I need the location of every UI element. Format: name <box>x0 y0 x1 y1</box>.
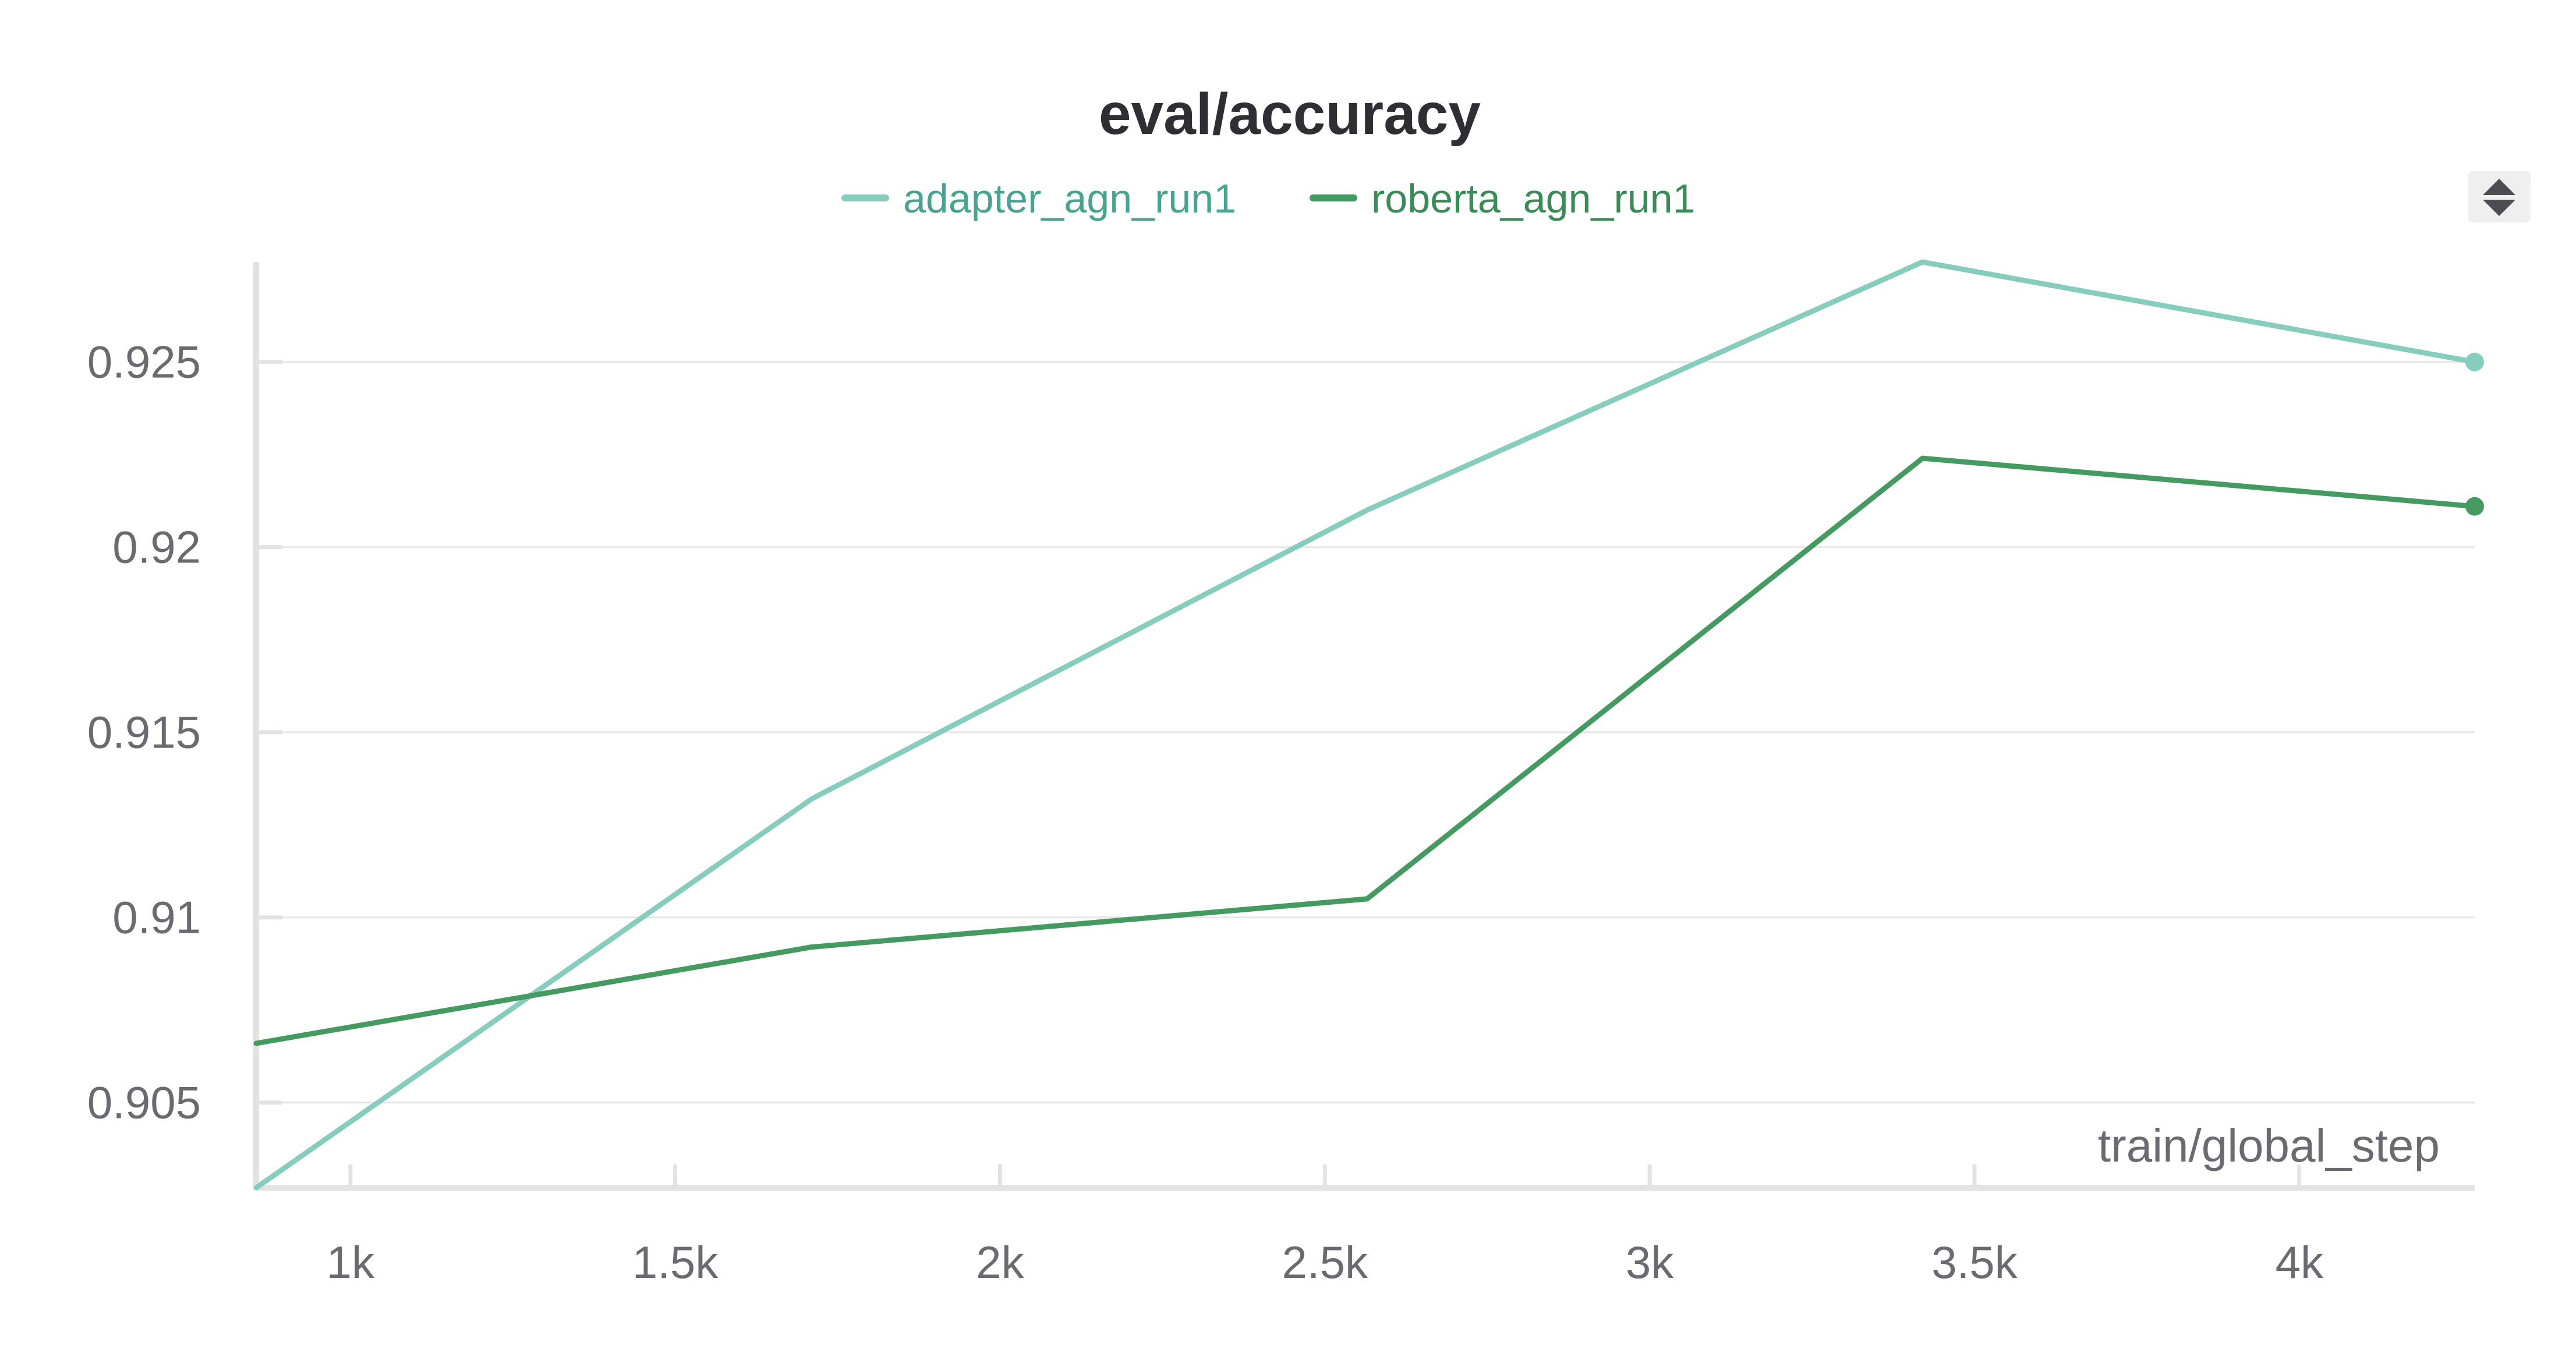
chart-title: eval/accuracy <box>1099 82 1481 147</box>
x-tick-label: 3.5k <box>1931 1237 2018 1288</box>
x-tick-label: 1k <box>327 1237 375 1288</box>
x-tick-label: 2k <box>976 1237 1024 1288</box>
y-tick-label: 0.91 <box>112 892 201 943</box>
x-tick-label: 4k <box>2276 1237 2324 1288</box>
legend-label: adapter_agn_run1 <box>903 176 1236 221</box>
x-axis-title: train/global_step <box>2098 1120 2440 1171</box>
series-end-point-adapter_agn_run1 <box>2465 352 2484 371</box>
legend-scroll-control[interactable] <box>2468 171 2531 222</box>
y-tick-label: 0.915 <box>87 707 201 758</box>
y-tick-label: 0.92 <box>112 522 201 573</box>
legend-scroll-up-icon[interactable] <box>2483 179 2515 195</box>
legend-label: roberta_agn_run1 <box>1371 176 1696 221</box>
legend-item-roberta_agn_run1: roberta_agn_run1 <box>1310 176 1696 221</box>
series-layer <box>253 259 2484 1191</box>
legend-item-adapter_agn_run1: adapter_agn_run1 <box>841 176 1236 221</box>
x-tick-label: 3k <box>1626 1237 1674 1288</box>
y-tick-label: 0.925 <box>87 337 201 388</box>
grid <box>256 361 2475 1104</box>
legend: adapter_agn_run1 roberta_agn_run1 <box>841 176 1696 221</box>
series-line-adapter_agn_run1 <box>253 259 2478 1191</box>
series-end-point-roberta_agn_run1 <box>2465 497 2484 516</box>
y-tick-label: 0.905 <box>87 1077 201 1128</box>
tick-labels: 0.905 0.91 0.915 0.92 0.925 1k 1.5k 2k 2.5k 3k 3.5… <box>87 337 2324 1288</box>
legend-scroll-down-icon[interactable] <box>2483 200 2515 216</box>
legend-scroll-button[interactable] <box>2468 171 2531 222</box>
x-tick-label: 2.5k <box>1282 1237 1368 1288</box>
series-line-roberta_agn_run1 <box>253 455 2478 1046</box>
x-tick-label: 1.5k <box>632 1237 719 1288</box>
axes <box>253 262 2475 1191</box>
